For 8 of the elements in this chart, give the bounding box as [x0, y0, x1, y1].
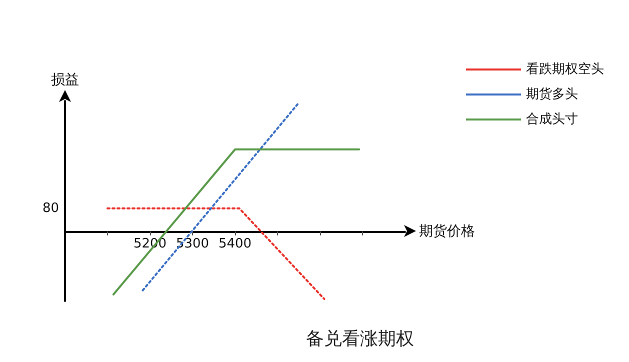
legend-label: 合成头寸: [526, 112, 578, 127]
x-tick-label: 5400: [218, 236, 252, 252]
x-axis-title: 期货价格: [419, 223, 475, 240]
text: 80: [42, 200, 59, 216]
legend-label: 看跌期权空头: [526, 62, 604, 77]
text: 备兑看涨期权: [306, 328, 414, 350]
legend-label: 期货多头: [526, 87, 578, 102]
y-axis-title: 损益: [51, 72, 79, 88]
